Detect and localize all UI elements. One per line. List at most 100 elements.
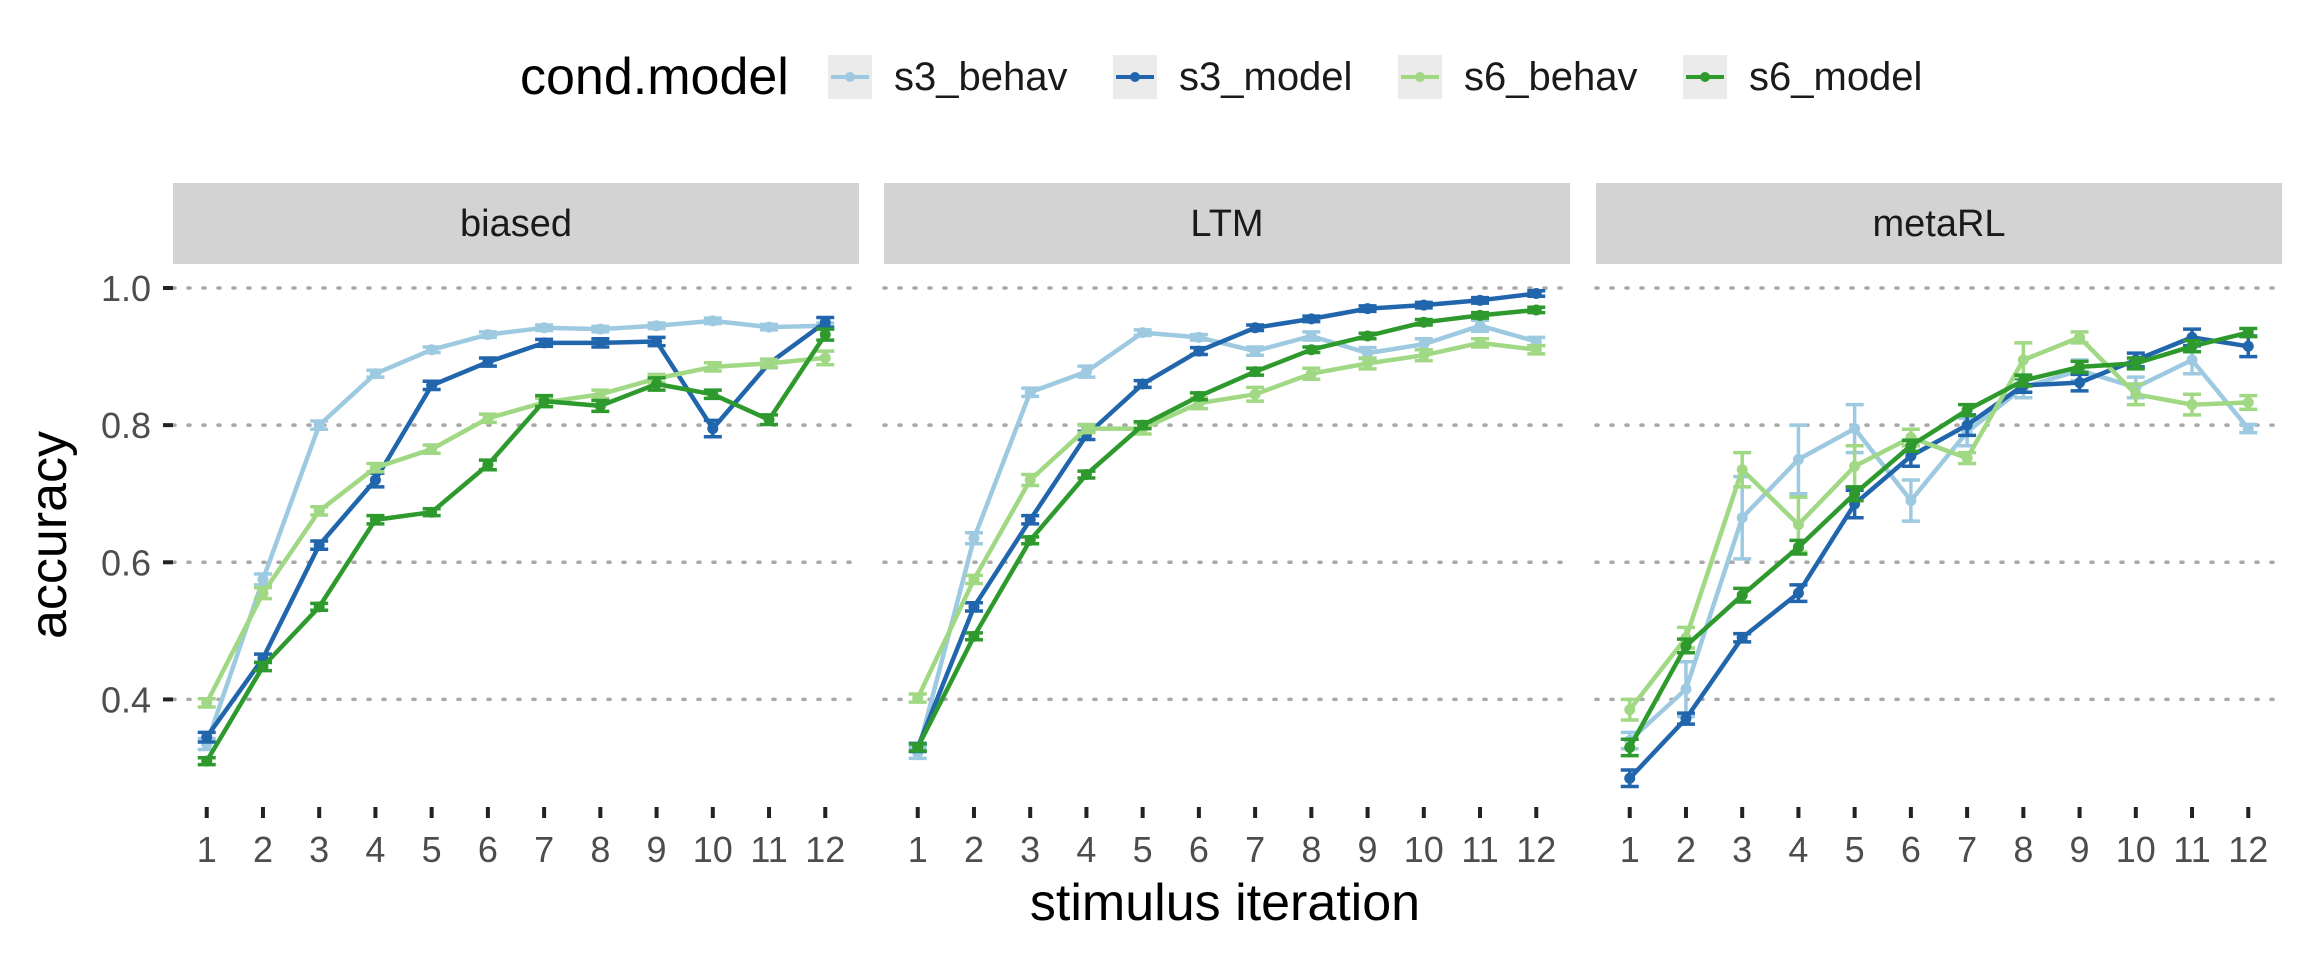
data-point	[968, 532, 980, 544]
data-point	[426, 344, 438, 356]
data-point	[1905, 450, 1917, 462]
x-tick-label: 11	[750, 829, 787, 870]
x-tick-label: 10	[693, 829, 733, 870]
data-point	[257, 661, 269, 673]
x-tick-label: 4	[1076, 829, 1096, 870]
series-s6_model	[908, 304, 1546, 753]
x-tick-label: 6	[478, 829, 498, 870]
legend-label: s3_behav	[894, 55, 1067, 99]
data-point	[707, 423, 719, 435]
x-tick-label: 8	[1301, 829, 1321, 870]
data-point	[2017, 375, 2029, 387]
data-point	[1193, 331, 1205, 343]
y-tick-label: 0.8	[101, 405, 151, 446]
data-point	[1474, 320, 1486, 332]
data-point	[2074, 377, 2086, 389]
data-point	[1193, 390, 1205, 402]
x-tick-label: 6	[1189, 829, 1209, 870]
data-point	[369, 514, 381, 526]
legend-key-point	[1700, 72, 1710, 82]
data-point	[1736, 589, 1748, 601]
data-point	[1530, 344, 1542, 356]
data-point	[369, 368, 381, 380]
panel-strip	[173, 183, 859, 264]
data-point	[1849, 488, 1861, 500]
series-line	[915, 323, 1537, 754]
data-point	[1305, 344, 1317, 356]
x-tick-label: 3	[1732, 829, 1752, 870]
data-point	[594, 400, 606, 412]
x-tick-label: 7	[1957, 829, 1977, 870]
x-tick-label: 5	[422, 829, 442, 870]
data-point	[1080, 366, 1092, 378]
x-tick-label: 8	[2013, 829, 2033, 870]
data-point	[1305, 330, 1317, 342]
data-point	[819, 316, 831, 328]
data-point	[1249, 388, 1261, 400]
series-line	[1628, 357, 2251, 743]
data-point	[2186, 354, 2198, 366]
data-point	[1961, 419, 1973, 431]
data-point	[1961, 404, 1973, 416]
data-point	[538, 395, 550, 407]
data-point	[1474, 309, 1486, 321]
data-point	[1305, 313, 1317, 325]
data-point	[594, 337, 606, 349]
data-point	[912, 741, 924, 753]
series-line	[1627, 335, 2249, 712]
data-point	[482, 356, 494, 368]
legend-entries: s3_behav s3_model s6_behav s6_model	[828, 55, 1922, 99]
data-point	[1792, 587, 1804, 599]
data-point	[819, 352, 831, 364]
x-tick-label: 3	[309, 829, 329, 870]
data-point	[1024, 534, 1036, 546]
panel-strip	[1596, 183, 2282, 264]
legend-title: cond.model	[520, 48, 789, 106]
legend-label: s6_model	[1749, 55, 1922, 99]
x-tick-label: 9	[1358, 829, 1378, 870]
y-axis-title: accuracy	[20, 431, 78, 639]
x-tick-label: 5	[1133, 829, 1153, 870]
x-axis-title: stimulus iteration	[1030, 874, 1420, 932]
series-line	[204, 320, 827, 739]
data-point	[2130, 357, 2142, 369]
x-tick-label: 2	[964, 829, 984, 870]
x-tick-label: 11	[2173, 829, 2210, 870]
panel-strip	[884, 183, 1570, 264]
data-point	[201, 755, 213, 767]
data-point	[707, 315, 719, 327]
data-point	[594, 388, 606, 400]
data-point	[1736, 464, 1748, 476]
data-point	[257, 573, 269, 585]
data-point	[1418, 316, 1430, 328]
series-s6_behav	[908, 336, 1546, 704]
series-s3_behav	[197, 315, 835, 752]
data-point	[482, 329, 494, 341]
data-point	[968, 630, 980, 642]
y-tick-label: 1.0	[101, 268, 151, 309]
series-s3_model	[197, 315, 835, 744]
data-point	[1961, 452, 1973, 464]
data-point	[426, 506, 438, 518]
series-s6_model	[197, 327, 835, 767]
data-point	[1792, 453, 1804, 465]
x-tick-label: 9	[647, 829, 667, 870]
data-point	[1624, 741, 1636, 753]
series-line	[204, 333, 828, 763]
panel-strip-label: biased	[460, 203, 572, 245]
x-tick-label: 5	[1845, 829, 1865, 870]
data-point	[1418, 338, 1430, 350]
x-tick-label: 1	[197, 829, 217, 870]
data-point	[707, 388, 719, 400]
data-point	[1736, 632, 1748, 644]
data-point	[1736, 512, 1748, 524]
data-point	[2242, 397, 2254, 409]
legend-key-point	[1130, 72, 1140, 82]
data-point	[1362, 357, 1374, 369]
data-point	[1137, 419, 1149, 431]
series-line	[1628, 335, 2249, 780]
data-point	[426, 379, 438, 391]
x-tick-label: 1	[1620, 829, 1640, 870]
